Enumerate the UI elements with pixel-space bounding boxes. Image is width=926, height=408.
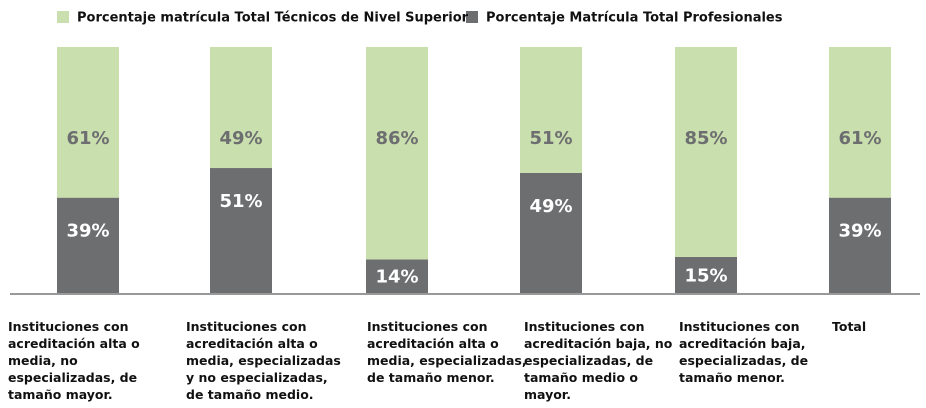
bar-segment [829,197,891,294]
x-tick-label: Instituciones con acreditación baja, esp… [679,319,809,385]
bar-segment [366,259,428,294]
bar-segment [210,168,272,294]
legend-label: Porcentaje matrícula Total Técnicos de N… [77,11,469,26]
value-label: 51% [529,128,572,149]
value-label: 61% [66,128,109,149]
value-label: 49% [529,196,572,217]
x-tick-label: Instituciones con acreditación baja, no … [524,319,673,402]
value-label: 51% [219,191,262,212]
value-label: 39% [66,221,109,242]
x-tick-label: Total [832,319,867,334]
bar-segment [520,47,582,173]
bar-segment [366,47,428,260]
value-label: 15% [684,265,727,286]
value-label: 85% [684,128,727,149]
x-tick-label: Instituciones con acreditación alta o me… [186,319,341,402]
value-label: 86% [375,128,418,149]
x-tick-label: Instituciones con acreditación alta o me… [367,319,527,385]
value-label: 61% [838,128,881,149]
legend-label: Porcentaje Matrícula Total Profesionales [486,11,783,26]
x-tick-label: Instituciones con acreditación alta o me… [8,319,140,402]
bar-segment [675,47,737,257]
bar-segment [829,47,891,198]
bar-segment [57,47,119,198]
bar-segment [210,47,272,169]
value-label: 39% [838,221,881,242]
legend-swatch [57,11,69,23]
value-label: 49% [219,128,262,149]
bar-segment [520,172,582,294]
legend-swatch [466,11,478,23]
bar-segment [57,197,119,294]
bar-segment [675,256,737,294]
value-label: 14% [375,267,418,288]
